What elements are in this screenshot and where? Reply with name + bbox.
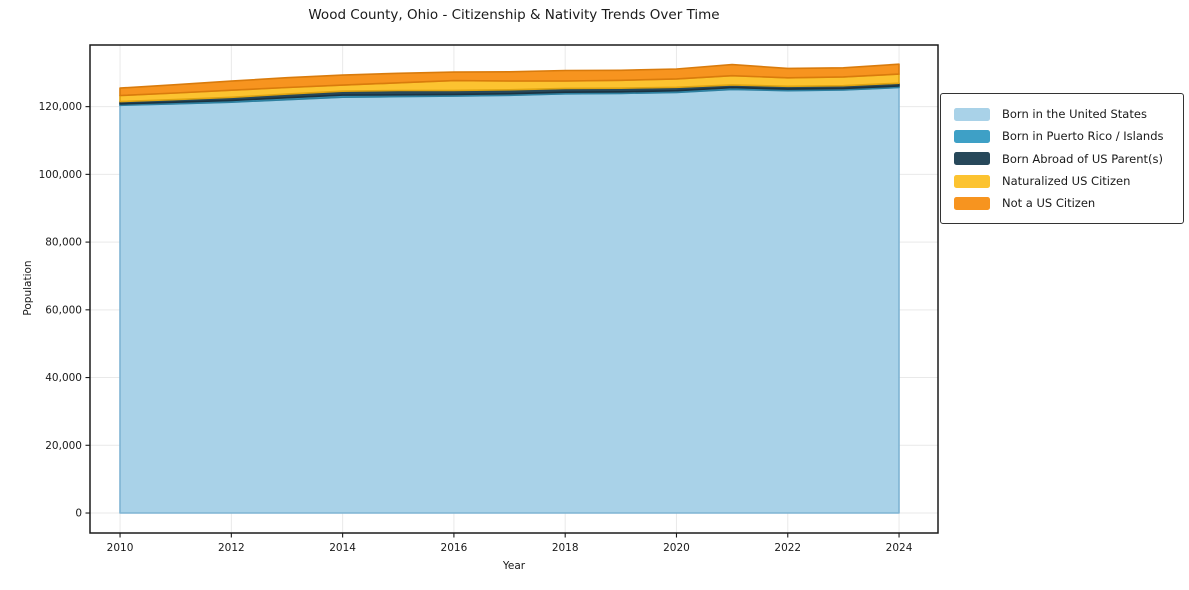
area-series-0 — [119, 86, 900, 514]
x-tick-label: 2022 — [774, 542, 801, 554]
y-tick-label: 0 — [75, 508, 82, 520]
legend-label: Born in the United States — [1002, 107, 1147, 122]
y-tick-label: 120,000 — [39, 101, 82, 113]
x-tick-label: 2014 — [329, 542, 356, 554]
legend-label: Not a US Citizen — [1002, 196, 1096, 211]
legend-swatch-icon — [954, 152, 990, 166]
x-axis-label: Year — [502, 560, 526, 572]
legend: Born in the United States Born in Puerto … — [940, 93, 1184, 224]
x-tick-label: 2016 — [441, 542, 468, 554]
legend-item: Not a US Citizen — [954, 192, 1183, 214]
legend-label: Born Abroad of US Parent(s) — [1002, 151, 1163, 166]
legend-swatch-icon — [954, 107, 990, 121]
y-tick-label: 20,000 — [45, 440, 82, 452]
legend-swatch-icon — [954, 196, 990, 210]
x-tick-label: 2010 — [107, 542, 134, 554]
chart-title: Wood County, Ohio - Citizenship & Nativi… — [308, 7, 720, 23]
x-tick-label: 2024 — [886, 542, 913, 554]
y-axis-label: Population — [22, 260, 34, 316]
y-tick-label: 40,000 — [45, 372, 82, 384]
y-tick-label: 80,000 — [45, 237, 82, 249]
legend-label: Naturalized US Citizen — [1002, 174, 1131, 189]
y-tick-label: 100,000 — [39, 169, 82, 181]
legend-label: Born in Puerto Rico / Islands — [1002, 129, 1164, 144]
legend-swatch-icon — [954, 174, 990, 188]
x-tick-label: 2012 — [218, 542, 245, 554]
legend-item: Born Abroad of US Parent(s) — [954, 148, 1183, 170]
y-tick-label: 60,000 — [45, 304, 82, 316]
legend-item: Born in the United States — [954, 103, 1183, 125]
legend-swatch-icon — [954, 129, 990, 143]
legend-item: Born in Puerto Rico / Islands — [954, 125, 1183, 147]
x-tick-label: 2020 — [663, 542, 690, 554]
area-series-4 — [119, 63, 900, 97]
legend-item: Naturalized US Citizen — [954, 170, 1183, 192]
plot-border — [89, 44, 939, 534]
x-tick-label: 2018 — [552, 542, 579, 554]
